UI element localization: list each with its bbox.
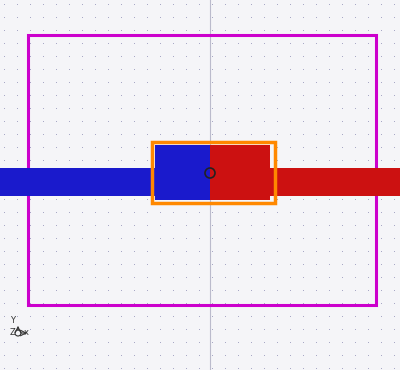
Bar: [155, 145, 210, 200]
Text: Y: Y: [10, 316, 15, 325]
Bar: [210, 145, 270, 200]
Bar: [200, 168, 400, 196]
Text: Z: Z: [10, 328, 16, 337]
Bar: [0, 168, 210, 196]
Bar: [152, 142, 275, 203]
Text: x: x: [24, 328, 29, 337]
Bar: [28, 35, 376, 305]
